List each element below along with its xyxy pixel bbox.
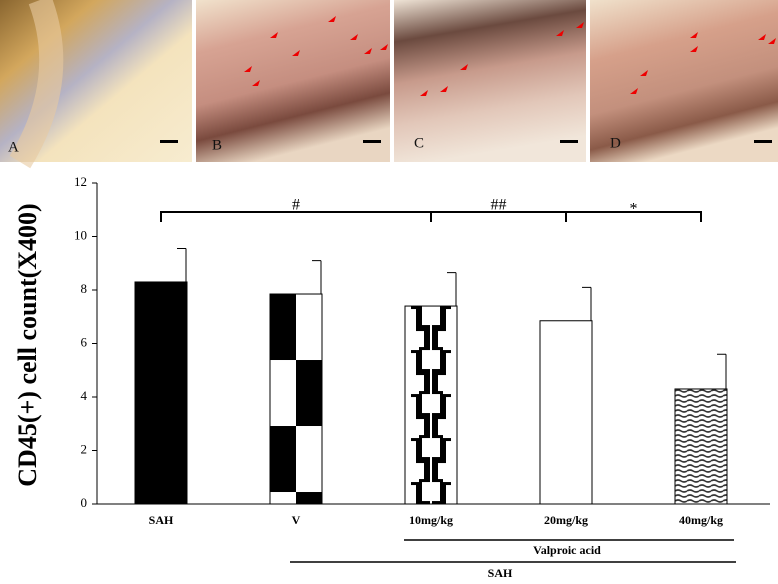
y-tick-label: 10 <box>74 227 87 242</box>
x-tick-label: 10mg/kg <box>409 513 453 527</box>
bar <box>134 281 188 505</box>
bar <box>404 305 458 505</box>
arrows <box>244 16 778 96</box>
micrographs: A B C D <box>0 0 778 169</box>
panel-image <box>196 0 390 162</box>
error-bar <box>447 272 457 307</box>
panel-image <box>394 0 586 162</box>
y-tick-label: 6 <box>81 334 88 349</box>
y-tick-label: 12 <box>74 174 87 189</box>
error-bar <box>312 260 322 295</box>
y-tick-label: 4 <box>81 388 88 403</box>
panel-label: C <box>414 135 424 151</box>
x-tick-label: SAH <box>149 513 174 527</box>
annotation: # <box>292 197 300 214</box>
y-tick-label: 2 <box>81 441 88 456</box>
bar <box>539 320 593 505</box>
annotation: ## <box>491 197 507 214</box>
annotation: * <box>630 201 638 218</box>
error-bar <box>177 248 187 282</box>
error-bar <box>717 353 727 389</box>
panel-image <box>590 0 778 162</box>
panel-label: D <box>610 135 621 151</box>
x-tick-label: 40mg/kg <box>679 513 723 527</box>
scale-bars <box>160 140 772 143</box>
bracket <box>160 211 702 222</box>
x-tick-label: 20mg/kg <box>544 513 588 527</box>
tissue <box>9 0 64 169</box>
error-bar <box>582 286 592 321</box>
x-tick-label: V <box>292 513 301 527</box>
group-label: Valproic acid <box>533 543 601 557</box>
bar <box>674 388 728 505</box>
panel-label: B <box>212 137 222 153</box>
y-tick-label: 8 <box>81 281 88 296</box>
y-tick-label: 0 <box>81 495 88 510</box>
group-label: SAH <box>488 566 513 580</box>
y-axis-label: CD45(+) cell count(X400) <box>13 203 42 486</box>
bar <box>269 293 323 505</box>
panel-label: A <box>8 139 19 155</box>
